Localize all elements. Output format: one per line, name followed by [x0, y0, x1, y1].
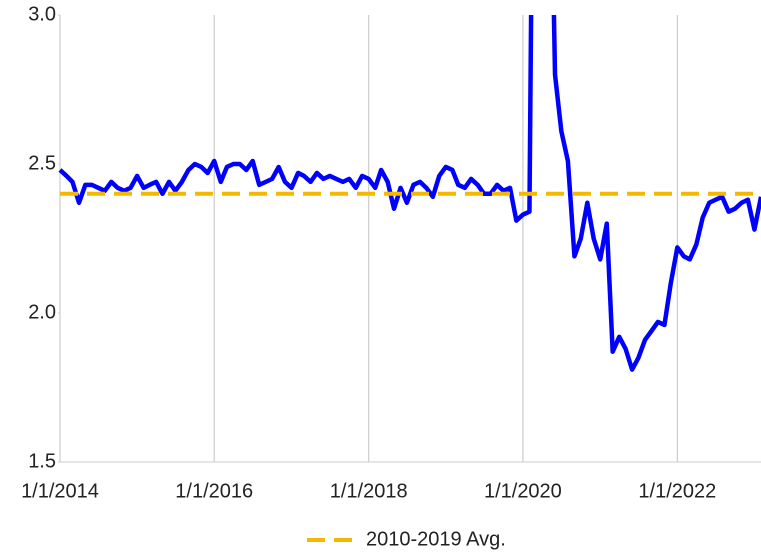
y-tick-label: 2.0 [28, 301, 56, 323]
y-tick-label: 1.5 [28, 450, 56, 472]
data-line [58, 15, 761, 372]
legend-label: 2010-2019 Avg. [366, 528, 506, 550]
y-tick-label: 2.5 [28, 152, 56, 174]
x-tick-label: 1/1/2014 [21, 480, 99, 502]
x-tick-label: 1/1/2020 [484, 480, 562, 502]
grid [58, 14, 761, 463]
x-tick-label: 1/1/2016 [175, 480, 253, 502]
y-tick-label: 3.0 [28, 3, 56, 25]
plot-area [58, 15, 761, 372]
x-tick-label: 1/1/2022 [638, 480, 716, 502]
labels: 1.5 2.0 2.5 3.0 1/1/2014 1/1/2016 1/1/2018 1/1/… [21, 3, 716, 550]
x-tick-label: 1/1/2018 [330, 480, 408, 502]
